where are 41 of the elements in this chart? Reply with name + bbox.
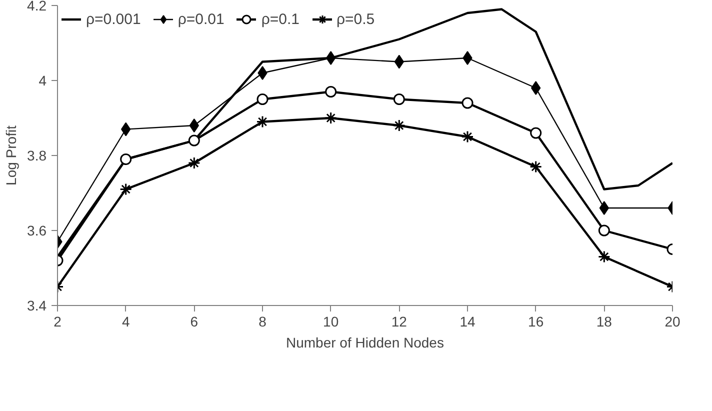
y-tick-label: 4.2 — [27, 0, 47, 14]
legend-label: ρ=0.1 — [261, 10, 300, 28]
point — [120, 154, 132, 165]
point — [324, 112, 338, 124]
point — [598, 224, 610, 236]
point — [599, 201, 609, 215]
y-tick-label: 3.4 — [27, 298, 47, 314]
point — [256, 94, 268, 105]
legend-label: ρ=0.5 — [336, 10, 375, 28]
y-tick-label: 4 — [38, 72, 47, 88]
x-tick-label: 16 — [528, 314, 544, 330]
point — [530, 127, 542, 139]
point — [461, 130, 474, 143]
point — [258, 66, 268, 80]
legend-label: ρ=0.001 — [86, 10, 141, 28]
y-axis-title: Log Profit — [3, 125, 20, 186]
x-tick-label: 14 — [460, 314, 476, 330]
point — [120, 183, 132, 196]
point — [531, 81, 541, 95]
x-tick-label: 8 — [258, 314, 267, 330]
point — [188, 156, 200, 170]
point — [462, 97, 474, 109]
legend-label: ρ=0.01 — [178, 10, 224, 28]
x-tick-label: 10 — [323, 314, 339, 330]
point — [462, 51, 472, 65]
point — [325, 86, 337, 98]
point — [188, 134, 200, 146]
x-tick-label: 6 — [190, 314, 198, 330]
x-tick-label: 12 — [391, 314, 408, 330]
point — [598, 250, 610, 263]
point — [393, 94, 405, 105]
x-axis-title: Number of Hidden Nodes — [286, 334, 444, 350]
x-tick-label: 18 — [596, 314, 612, 330]
y-tick-label: 3.6 — [27, 222, 47, 238]
point — [530, 160, 542, 173]
point — [392, 119, 406, 132]
point — [189, 118, 199, 132]
x-tick-label: 2 — [54, 314, 62, 330]
x-tick-label: 20 — [664, 314, 680, 330]
y-tick-label: 3.8 — [27, 148, 47, 164]
x-tick-label: 4 — [122, 314, 130, 330]
